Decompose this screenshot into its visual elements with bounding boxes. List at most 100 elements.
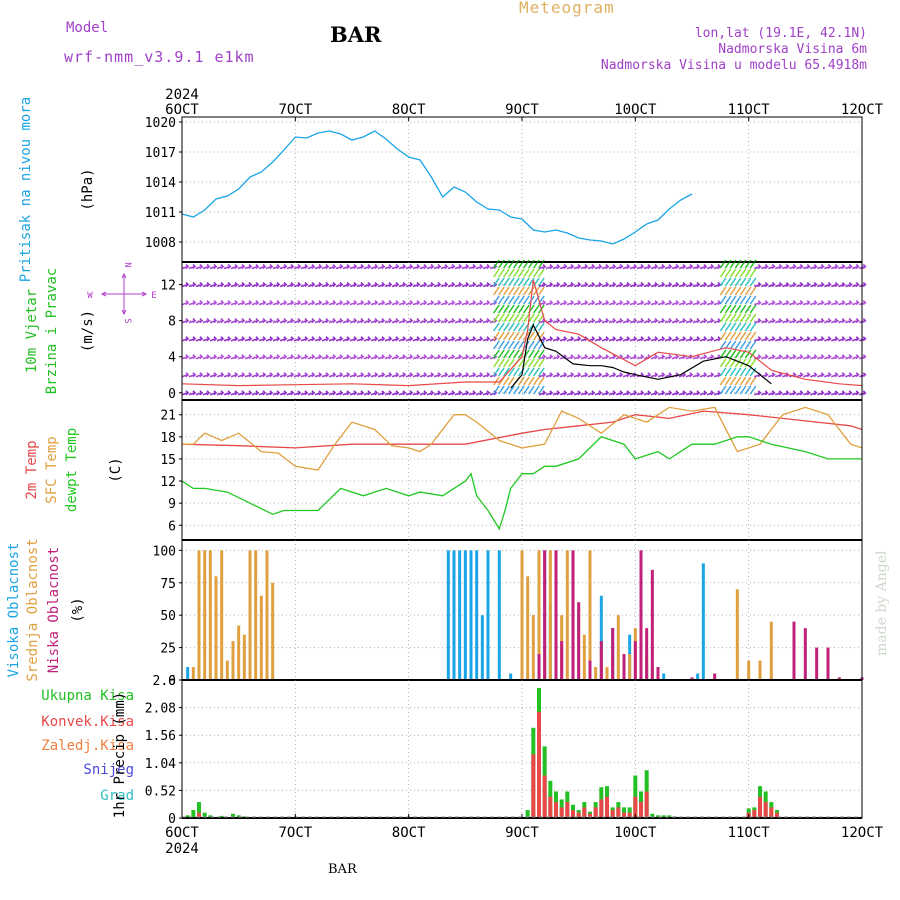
series-clouds-niska-oblacnost	[537, 550, 864, 680]
wind-barb	[493, 358, 500, 368]
wind-barb	[734, 304, 742, 314]
series-pressure-pressure	[181, 130, 693, 245]
y-axis-label: Visoka Oblacnost	[6, 543, 22, 678]
wind-arrow-row	[181, 336, 498, 342]
wind-barb	[724, 331, 732, 341]
wind-barb	[508, 277, 515, 287]
y-tick-label: 1.04	[145, 757, 176, 772]
bar	[599, 595, 603, 680]
y-tick-label: 2.08	[145, 702, 176, 717]
bar	[446, 550, 450, 680]
wind-barb	[508, 349, 515, 359]
bar	[769, 621, 773, 680]
wind-barb	[744, 304, 752, 314]
series-temperature-2m-temp	[181, 410, 863, 449]
bar	[667, 815, 672, 818]
wind-barb	[729, 313, 737, 323]
wind-barb	[523, 277, 530, 287]
wind-barb	[523, 367, 530, 377]
x-tick-label-bottom: 10OCT	[614, 825, 657, 841]
wind-barb	[513, 385, 520, 395]
wind-barb	[749, 277, 757, 287]
bar	[775, 812, 779, 818]
wind-barb	[503, 259, 510, 269]
bar	[542, 775, 547, 818]
wind-barb	[528, 385, 535, 395]
x-tick-label-top: 9OCT	[505, 102, 539, 118]
wind-barb	[719, 268, 727, 278]
bar	[605, 667, 609, 680]
wind-barb	[734, 349, 742, 359]
bar	[735, 589, 739, 680]
year-label-top: 2024	[165, 87, 199, 103]
wind-arrow-row	[181, 372, 498, 378]
wind-barb	[508, 268, 515, 278]
wind-barb	[749, 349, 757, 359]
wind-barb	[739, 277, 747, 287]
bar	[231, 813, 235, 818]
wind-barb	[749, 295, 757, 305]
wind-barb	[528, 358, 535, 368]
x-tick-label-top: 7OCT	[278, 102, 312, 118]
bar	[537, 654, 541, 680]
wind-arrow-row	[181, 318, 498, 324]
wind-barb	[719, 385, 727, 395]
bar	[208, 550, 212, 680]
bar	[582, 634, 586, 680]
wind-barb	[513, 286, 520, 296]
y-tick-label: 15	[160, 453, 176, 468]
bar	[588, 660, 592, 680]
bar	[463, 550, 467, 680]
wind-barb	[729, 385, 737, 395]
bar	[560, 641, 564, 680]
bar	[571, 810, 575, 818]
y-tick-label: 25	[160, 642, 176, 657]
wind-barb	[749, 313, 757, 323]
y-tick-label: 0	[168, 387, 176, 402]
wind-barb	[523, 259, 530, 269]
wind-barb	[523, 268, 530, 278]
wind-barb	[734, 340, 742, 350]
wind-barb	[493, 286, 500, 296]
wind-barb	[724, 385, 732, 395]
bar	[758, 796, 762, 818]
bar	[594, 667, 598, 680]
wind-barb	[503, 349, 510, 359]
bar	[543, 550, 547, 680]
wind-compass: N S E W	[87, 262, 156, 323]
wind-barb	[739, 367, 747, 377]
x-tick-label-top: 10OCT	[614, 102, 657, 118]
wind-barb	[538, 277, 545, 287]
wind-barb	[503, 304, 510, 314]
wind-barb	[493, 340, 500, 350]
bar	[214, 576, 218, 680]
wind-barb	[513, 295, 520, 305]
wind-barb	[724, 304, 732, 314]
wind-barb	[498, 286, 505, 296]
wind-barb	[533, 259, 540, 269]
compass-arrows	[100, 272, 148, 316]
wind-barb	[508, 322, 515, 332]
y-axis-label: dewpt Temp	[64, 428, 80, 512]
bar	[611, 628, 615, 680]
wind-barb	[518, 286, 525, 296]
bar	[220, 550, 224, 680]
wind-barb	[744, 268, 752, 278]
compass-east: E	[151, 291, 156, 301]
series-clouds-visoka-oblacnost	[186, 550, 705, 680]
wind-barb	[518, 304, 525, 314]
wind-barb	[493, 295, 500, 305]
x-tick-label-bottom: 6OCT	[165, 825, 199, 841]
wind-barb	[493, 322, 500, 332]
precip-legend-snow: Snijeg	[83, 762, 134, 778]
bar	[588, 813, 592, 818]
x-tick-label-bottom: 12OCT	[841, 825, 884, 841]
station-title: BAR	[330, 22, 382, 47]
wind-barb	[719, 340, 727, 350]
precip-legend-rain: Ukupna Kisa	[41, 688, 134, 704]
wind-barb	[498, 358, 505, 368]
bar	[582, 807, 587, 818]
bar	[763, 802, 768, 818]
compass-south: S	[122, 318, 132, 323]
